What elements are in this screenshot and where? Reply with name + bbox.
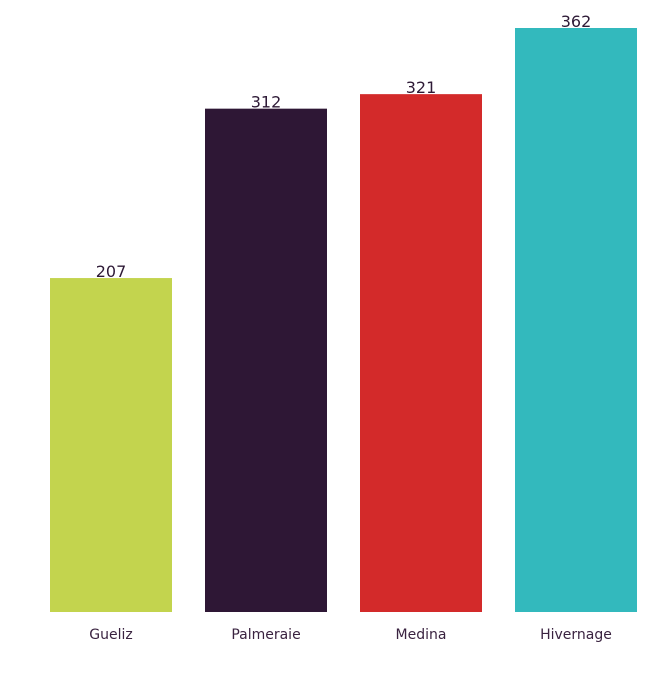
x-tick-labels-group: Gueliz Palmeraie Medina Hivernage [89,627,612,643]
value-labels-group: 207 312 321 362 [96,12,592,281]
value-label-hivernage: 362 [561,12,592,31]
x-tick-label-medina: Medina [396,627,447,643]
x-tick-label-palmeraie: Palmeraie [231,627,300,643]
bar-hivernage [515,28,637,612]
bar-gueliz [50,278,172,612]
value-label-gueliz: 207 [96,262,127,281]
x-tick-label-hivernage: Hivernage [540,627,612,643]
bars-group [50,28,637,612]
x-tick-label-gueliz: Gueliz [89,627,132,643]
bar-medina [360,94,482,612]
bar-palmeraie [205,108,327,612]
value-label-palmeraie: 312 [251,93,282,112]
value-label-medina: 321 [406,78,437,97]
